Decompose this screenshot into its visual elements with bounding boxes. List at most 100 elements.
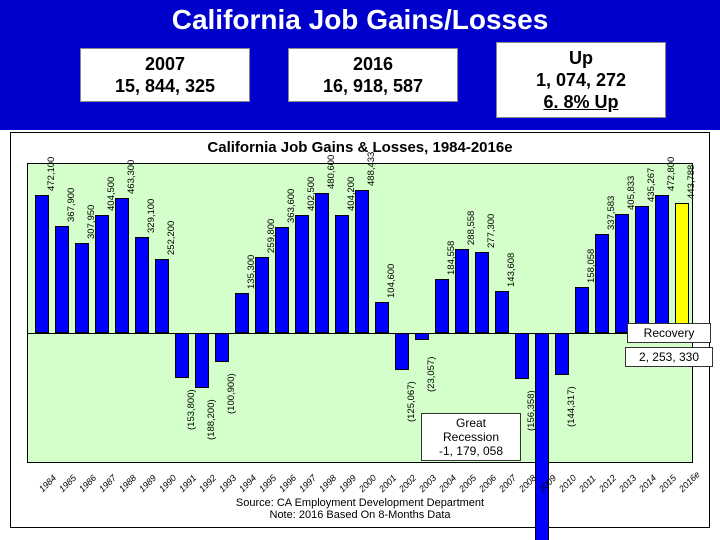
bar [575, 287, 589, 333]
x-axis-label: 1993 [217, 473, 238, 494]
bar [235, 293, 249, 333]
bar-value-label: (125,067) [406, 381, 417, 422]
x-axis-label: 1989 [137, 473, 158, 494]
bar-value-label: (188,200) [206, 399, 217, 440]
bar-value-label: (100,900) [226, 374, 237, 415]
bar-value-label: 329,100 [146, 199, 157, 233]
bar [615, 214, 629, 333]
stat-box-line: 2007 [87, 53, 243, 75]
x-axis-label: 2011 [577, 473, 598, 494]
bar [175, 333, 189, 378]
bar [215, 333, 229, 362]
x-axis-label: 2013 [617, 473, 638, 494]
source-line: Source: CA Employment Development Depart… [11, 497, 709, 509]
bar [275, 227, 289, 333]
stat-box-line: 16, 918, 587 [295, 75, 451, 97]
bar [635, 206, 649, 333]
bar [115, 198, 129, 333]
bar [515, 333, 529, 379]
callout-line: Great [426, 416, 516, 430]
bar [255, 257, 269, 333]
bar [675, 203, 689, 333]
bar-value-label: (23,057) [426, 356, 437, 391]
source-line: Note: 2016 Based On 8-Months Data [11, 509, 709, 521]
callout-line: -1, 179, 058 [426, 444, 516, 458]
bar [355, 190, 369, 333]
bar-value-label: (144,317) [566, 386, 577, 427]
bar-value-label: 252,200 [166, 221, 177, 255]
header-bar: California Job Gains/Losses 200715, 844,… [0, 0, 720, 130]
x-axis-label: 2012 [597, 473, 618, 494]
stat-box-line: 1, 074, 272 [503, 69, 659, 91]
bar [335, 215, 349, 333]
bar [415, 333, 429, 340]
bar [155, 259, 169, 333]
chart-title: California Job Gains & Losses, 1984-2016… [11, 139, 709, 156]
callout-line: Recession [426, 430, 516, 444]
x-axis-label: 2015 [657, 473, 678, 494]
x-axis-label: 1988 [117, 473, 138, 494]
bar [395, 333, 409, 370]
x-axis-label: 2016e [677, 469, 702, 494]
bar [455, 249, 469, 333]
bar-value-label: 143,608 [506, 253, 517, 287]
bar [475, 252, 489, 333]
callout-recovery-value: 2, 253, 330 [625, 347, 713, 367]
bar-value-label: (153,800) [186, 389, 197, 430]
x-axis-label: 1991 [177, 473, 198, 494]
slide-title: California Job Gains/Losses [0, 4, 720, 36]
stat-box-line: Up [503, 47, 659, 69]
stat-box-2: Up1, 074, 2726. 8% Up [496, 42, 666, 118]
x-axis-label: 2007 [497, 473, 518, 494]
bar-value-label: 443,788 [686, 165, 697, 199]
x-axis-label: 2004 [437, 473, 458, 494]
x-axis-label: 1995 [257, 473, 278, 494]
bar-value-label: 480,600 [326, 154, 337, 188]
x-axis-label: 1984 [37, 473, 58, 494]
bar [375, 302, 389, 333]
x-axis-label: 1997 [297, 473, 318, 494]
bar-value-label: 463,300 [126, 159, 137, 193]
x-axis-label: 2001 [377, 473, 398, 494]
x-axis-label: 1998 [317, 473, 338, 494]
bar [55, 226, 69, 333]
bar-value-label: 488,433 [366, 152, 377, 186]
bar [135, 237, 149, 333]
bar-value-label: 277,300 [486, 214, 497, 248]
x-axis-label: 2002 [397, 473, 418, 494]
bar [555, 333, 569, 375]
x-axis-label: 1985 [57, 473, 78, 494]
x-axis-label: 1986 [77, 473, 98, 494]
bar-value-label: 288,558 [466, 210, 477, 244]
callout-great-recession: GreatRecession-1, 179, 058 [421, 413, 521, 461]
bar [435, 279, 449, 333]
bar [655, 195, 669, 333]
bar-value-label: 104,600 [386, 264, 397, 298]
x-axis-label: 1999 [337, 473, 358, 494]
chart-panel: California Job Gains & Losses, 1984-2016… [10, 132, 710, 528]
x-axis-label: 2005 [457, 473, 478, 494]
stat-box-line: 6. 8% Up [503, 91, 659, 113]
stat-box-line: 2016 [295, 53, 451, 75]
x-axis-label: 2014 [637, 473, 658, 494]
x-axis-label: 2006 [477, 473, 498, 494]
bar [495, 291, 509, 333]
bar [315, 193, 329, 333]
bar [95, 215, 109, 333]
bar-value-label: 472,800 [666, 157, 677, 191]
x-axis-label: 1987 [97, 473, 118, 494]
bar [195, 333, 209, 388]
x-axis-label: 1992 [197, 473, 218, 494]
x-axis-label: 1994 [237, 473, 258, 494]
stat-box-1: 201616, 918, 587 [288, 48, 458, 102]
x-axis-label: 1996 [277, 473, 298, 494]
bar [595, 234, 609, 333]
bar-value-label: 367,900 [66, 187, 77, 221]
x-axis-label: 1990 [157, 473, 178, 494]
stat-box-line: 15, 844, 325 [87, 75, 243, 97]
bar-value-label: 472,100 [46, 157, 57, 191]
bar [295, 215, 309, 333]
bar [35, 195, 49, 333]
x-axis-label: 2010 [557, 473, 578, 494]
bar [75, 243, 89, 333]
